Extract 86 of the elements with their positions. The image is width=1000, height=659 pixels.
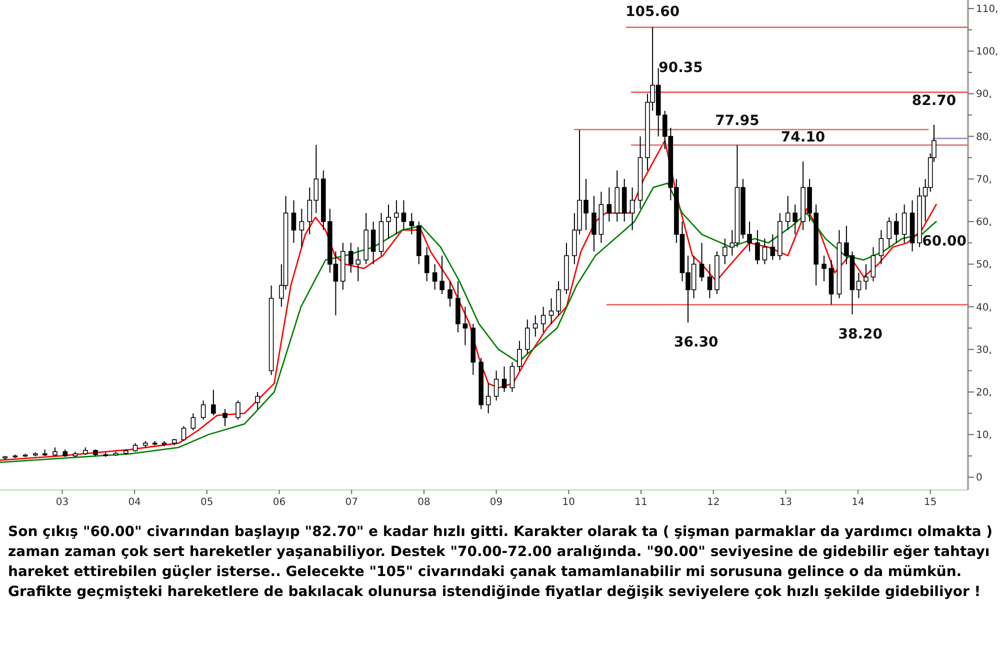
annotation: 74.10: [780, 129, 826, 146]
y-tick-label: 60,: [976, 217, 992, 228]
candlestick: [592, 196, 596, 252]
candlestick: [532, 314, 538, 338]
candlestick: [307, 186, 312, 235]
candlestick: [707, 264, 712, 299]
candlestick: [370, 221, 376, 265]
candlestick: [181, 426, 186, 442]
candlestick: [291, 200, 296, 244]
x-tick-label: 04: [128, 497, 141, 508]
candlestick: [356, 246, 361, 282]
annotation: 105.60: [626, 4, 680, 20]
candlestick: [409, 212, 414, 235]
candlestick: [699, 242, 704, 282]
x-tick-label: 15: [924, 497, 937, 508]
y-tick-label: 110,: [976, 4, 998, 16]
candlestick: [902, 204, 907, 244]
x-tick-label: 07: [345, 497, 358, 508]
y-tick-label: 10,: [976, 430, 992, 442]
annotation: 77.95: [715, 113, 760, 130]
candlestick: [630, 186, 635, 231]
candlestick: [448, 280, 452, 308]
y-tick-label: 80,: [976, 132, 992, 143]
candlestick: [494, 370, 499, 402]
candlestick: [432, 264, 438, 290]
candlestick: [517, 340, 522, 372]
candlestick: [606, 186, 612, 222]
candlestick: [510, 362, 515, 392]
y-tick-label: 30,: [976, 344, 992, 356]
x-tick-label: 05: [200, 497, 214, 508]
candlestick: [386, 204, 391, 240]
x-tick-label: 13: [779, 497, 792, 508]
annotation: 82.70: [912, 92, 956, 109]
candlestick: [348, 242, 354, 274]
annotation: 38.20: [838, 326, 883, 342]
candlestick: [462, 306, 468, 346]
candlestick: [785, 196, 790, 231]
candlestick: [722, 238, 728, 265]
candlestick: [762, 238, 768, 265]
candlestick: [755, 230, 760, 265]
candlestick: [299, 208, 304, 248]
candlestick: [200, 400, 206, 420]
candlestick: [525, 319, 530, 354]
candlestick: [548, 298, 554, 324]
candlestick: [236, 400, 240, 420]
annotation: 36.30: [674, 334, 719, 351]
candlestick: [440, 255, 444, 294]
candlestick: [314, 144, 319, 214]
candlestick: [211, 389, 216, 416]
candlestick: [792, 204, 798, 235]
x-tick-label: 12: [706, 497, 720, 508]
candlestick: [401, 200, 406, 231]
candlestick: [190, 412, 196, 431]
candlestick: [856, 272, 862, 299]
y-tick-label: 100,: [976, 46, 998, 58]
candlestick: [770, 234, 776, 260]
text: Son çıkış "60.00" civarından başlayıp "82.70" e kadar hızlı gitti. Karakter olarak ta ( şişman parmaklar da yardımcı olmakta ) zaman zaman çok sert hareketler yaşanabiliyor. Destek "70.00-72.00 aralığında. "90.00" seviyesine de gidebilir eğer tahtayı hareket ettirebilen güçler isterse.. Gelecekte "105" civarındaki çanak tamamlanabilir mi sorusuna gelince o da mümkün. Grafikte geçmişteki hareketlere de bakılacak olunursa istendiğinde fiyatlar değişik seviyelere çok hızlı şekilde gidebiliyor !: [8, 523, 993, 602]
candlestick: [886, 216, 892, 248]
y-tick-label: 40,: [976, 302, 992, 314]
candlestick: [870, 246, 876, 282]
candlestick: [486, 382, 491, 414]
candlestick: [502, 366, 507, 392]
candlestick: [540, 306, 546, 333]
annotation: 60.00: [922, 234, 967, 250]
x-tick-label: 08: [418, 497, 430, 508]
x-tick-label: 10: [562, 497, 576, 508]
candlestick: [894, 212, 899, 244]
y-tick-label: 20,: [976, 388, 992, 398]
candlestick: [424, 246, 430, 282]
candlestick: [394, 200, 399, 235]
candlestick: [822, 255, 826, 282]
x-tick-label: 06: [272, 497, 286, 508]
x-tick-label: 03: [56, 497, 69, 508]
annotation: 90.35: [658, 60, 703, 76]
x-tick-label: 11: [634, 497, 648, 508]
x-tick-label: 09: [490, 497, 503, 508]
x-tick-label: 14: [852, 497, 864, 508]
candlestick: [878, 230, 884, 265]
candlestick: [556, 280, 561, 316]
y-tick-label: 0: [976, 472, 982, 484]
candlestick: [255, 392, 260, 410]
y-tick-label: 90,: [976, 89, 992, 100]
y-tick-label: 70,: [976, 174, 992, 186]
candlestick: [864, 264, 868, 290]
candlestick: [222, 408, 228, 427]
y-tick-label: 50,: [976, 260, 992, 271]
